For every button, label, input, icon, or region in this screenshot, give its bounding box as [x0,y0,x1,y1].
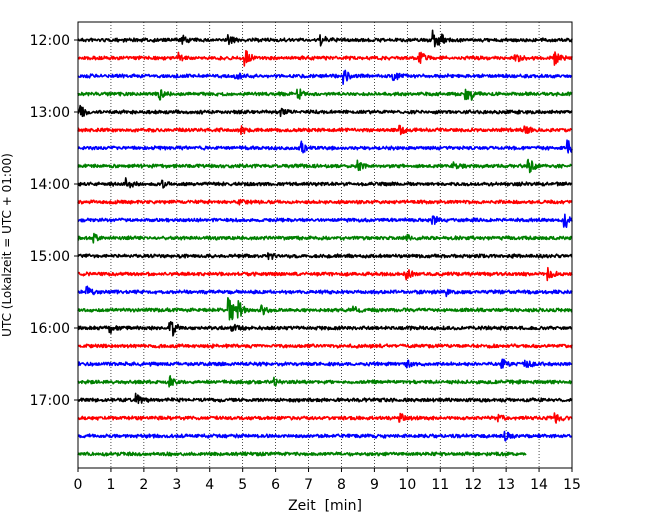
trace-1445 [77,232,573,244]
seismic-traces [77,29,573,457]
x-tick-label: 6 [271,477,280,493]
y-tick-label: 12:00 [30,33,70,49]
trace-1300 [77,104,573,118]
trace-1415 [77,198,573,206]
y-tick-label: 16:00 [30,321,70,337]
x-axis-ticks: 0 1 2 3 4 5 6 7 8 9 10 11 12 13 14 15 [74,468,581,493]
x-tick-label: 4 [205,477,214,493]
y-axis-label: UTC (Lokalzeit = UTC + 01:00) [0,153,14,337]
x-tick-label: 10 [398,477,416,493]
trace-1345 [77,158,573,174]
y-tick-label: 17:00 [30,393,70,409]
trace-1615 [77,343,573,349]
x-tick-label: 8 [337,477,346,493]
x-tick-label: 2 [139,477,148,493]
trace-1545 [77,297,573,321]
y-tick-label: 13:00 [30,105,70,121]
trace-1715 [77,412,573,424]
trace-1745 [77,451,527,457]
plot-frame [77,21,573,469]
x-tick-label: 1 [106,477,115,493]
x-tick-label: 13 [497,477,515,493]
x-tick-label: 11 [431,477,449,493]
x-tick-label: 15 [563,477,581,493]
trace-1645 [77,375,573,388]
x-tick-label: 5 [238,477,247,493]
trace-1400 [77,177,573,189]
trace-1215 [77,49,573,67]
trace-1230 [77,69,573,85]
trace-1730 [77,430,573,442]
trace-1515 [77,266,573,282]
trace-1700 [77,392,573,405]
x-tick-label: 14 [530,477,548,493]
trace-1630 [77,358,573,369]
x-tick-label: 9 [370,477,379,493]
trace-1600 [77,320,573,337]
x-tick-label: 0 [74,477,83,493]
x-tick-label: 12 [464,477,482,493]
trace-1245 [77,88,573,101]
y-tick-label: 15:00 [30,249,70,265]
y-axis-ticks: 12:00 13:00 14:00 15:00 16:00 17:00 [30,33,78,409]
trace-1530 [77,285,573,298]
x-tick-label: 7 [304,477,313,493]
x-axis-label: Zeit [min] [288,498,362,514]
trace-1200 [77,29,573,48]
trace-1315 [77,124,573,136]
trace-1430 [77,213,573,228]
grid-lines [110,22,540,468]
trace-1500 [77,252,573,261]
x-tick-label: 3 [172,477,181,493]
y-tick-label: 14:00 [30,177,70,193]
trace-1330 [77,139,573,154]
